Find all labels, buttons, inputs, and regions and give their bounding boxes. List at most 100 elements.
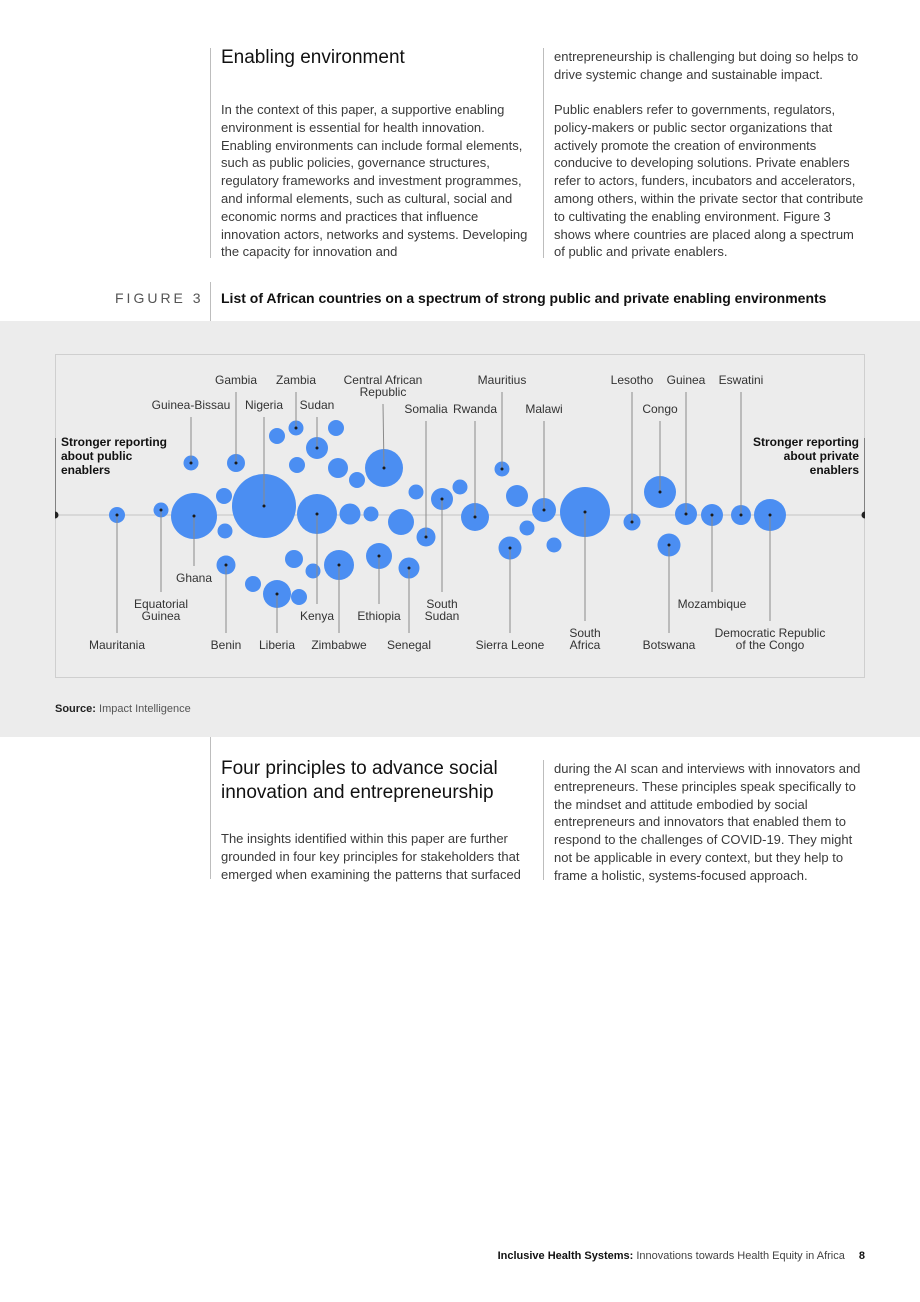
bubble-center-dot	[768, 513, 772, 517]
axis-endpoint	[861, 511, 865, 519]
bubble-center-dot	[159, 508, 163, 512]
axis-end-label: about public	[61, 449, 133, 463]
bubble-center-dot	[440, 497, 444, 501]
country-bubble	[269, 428, 285, 444]
bubble-center-dot	[262, 504, 266, 508]
country-label: Nigeria	[245, 398, 283, 412]
country-label: Mauritius	[478, 373, 527, 387]
country-label: Ghana	[176, 571, 212, 585]
country-bubble	[285, 550, 303, 568]
country-label: of the Congo	[736, 638, 805, 652]
bubble-center-dot	[315, 512, 319, 516]
bubble-center-dot	[275, 592, 279, 596]
figure-label: FIGURE 3	[115, 290, 204, 306]
country-label: Democratic Republic	[715, 626, 826, 640]
bubble-center-dot	[337, 563, 341, 567]
source-text: Impact Intelligence	[99, 703, 191, 715]
country-label: Mozambique	[678, 597, 747, 611]
country-bubble	[339, 503, 361, 525]
body-paragraph: The insights identified within this pape…	[221, 831, 521, 882]
axis-end-label: Stronger reporting	[753, 435, 859, 449]
bubble-center-dot	[658, 490, 662, 494]
page-number: 8	[858, 1250, 865, 1262]
country-bubble	[546, 537, 562, 553]
bubble-center-dot	[115, 513, 119, 517]
country-label: Benin	[211, 638, 242, 652]
bubble-center-dot	[189, 461, 193, 465]
body-paragraph: during the AI scan and interviews with i…	[554, 761, 861, 883]
country-bubble	[305, 563, 321, 579]
column-divider	[543, 48, 544, 258]
country-bubble	[363, 506, 379, 522]
bubble-center-dot	[315, 446, 319, 450]
bubble-center-dot	[407, 566, 411, 570]
axis-endpoint	[55, 511, 59, 519]
column-divider	[210, 737, 211, 879]
country-label: Senegal	[387, 638, 431, 652]
figure-divider	[210, 282, 211, 322]
body-paragraph: In the context of this paper, a supporti…	[221, 102, 528, 260]
bubble-center-dot	[424, 535, 428, 539]
section-title: Four principles to advance social innova…	[221, 758, 498, 803]
bubble-center-dot	[473, 515, 477, 519]
axis-end-label: enablers	[810, 463, 860, 477]
country-label: Lesotho	[611, 373, 654, 387]
axis-end-label: Stronger reporting	[61, 435, 167, 449]
footer-subtitle: Innovations towards Health Equity in Afr…	[633, 1250, 845, 1262]
country-label: Somalia	[404, 402, 448, 416]
country-bubble	[519, 520, 535, 536]
country-bubble	[328, 458, 348, 478]
bubble-center-dot	[377, 554, 381, 558]
country-label: Guinea	[667, 373, 706, 387]
country-bubble	[388, 509, 414, 535]
figure-source: Source: Impact Intelligence	[55, 703, 191, 715]
country-label: Central African	[344, 373, 423, 387]
country-label: Zimbabwe	[311, 638, 367, 652]
country-label: Republic	[360, 385, 407, 399]
chart-panel: Stronger reporting about public enablers St…	[55, 354, 865, 678]
country-label: Congo	[642, 402, 678, 416]
country-label: Botswana	[643, 638, 696, 652]
country-label: Guinea	[142, 609, 181, 623]
country-label: Liberia	[259, 638, 295, 652]
country-label: Sierra Leone	[476, 638, 545, 652]
bubble-center-dot	[630, 520, 634, 524]
bubble-center-dot	[739, 513, 743, 517]
bubble-center-dot	[382, 466, 386, 470]
bubble-center-dot	[294, 426, 298, 430]
country-label: Zambia	[276, 373, 316, 387]
bubble-center-dot	[192, 514, 196, 518]
country-bubble	[328, 420, 344, 436]
country-label: Mauritania	[89, 638, 145, 652]
source-label: Source:	[55, 703, 96, 715]
country-label: South	[569, 626, 600, 640]
country-label: Equatorial	[134, 597, 188, 611]
country-label: Sudan	[300, 398, 335, 412]
column-divider	[210, 48, 211, 258]
country-label: Gambia	[215, 373, 257, 387]
page-footer: Inclusive Health Systems: Innovations to…	[498, 1250, 865, 1262]
bubble-center-dot	[224, 563, 228, 567]
country-bubble	[408, 484, 424, 500]
country-bubble	[349, 472, 365, 488]
body-paragraph: Public enablers refer to governments, re…	[554, 102, 864, 260]
country-label: South	[426, 597, 457, 611]
figure-title: List of African countries on a spectrum …	[221, 290, 827, 306]
country-bubble	[291, 589, 307, 605]
country-label: Kenya	[300, 609, 334, 623]
axis-end-label: enablers	[61, 463, 111, 477]
bubble-center-dot	[710, 513, 714, 517]
bubble-center-dot	[684, 512, 688, 516]
country-label: Sudan	[425, 609, 460, 623]
section-title: Enabling environment	[221, 47, 405, 68]
country-label: Eswatini	[719, 373, 764, 387]
country-label: Malawi	[525, 402, 562, 416]
bubble-center-dot	[667, 543, 671, 547]
country-bubble	[506, 485, 528, 507]
bubble-center-dot	[542, 508, 546, 512]
country-label: Ethiopia	[357, 609, 401, 623]
bubble-center-dot	[500, 467, 504, 471]
country-bubble	[289, 457, 305, 473]
body-paragraph: entrepreneurship is challenging but doin…	[554, 49, 859, 82]
